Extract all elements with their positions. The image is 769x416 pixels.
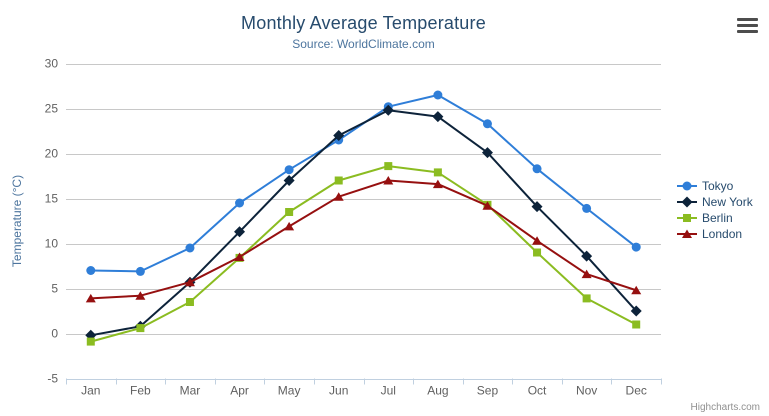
marker-new-york-apr[interactable]	[234, 226, 246, 238]
x-axis-tick-label: Mar	[180, 384, 201, 398]
series-line-london[interactable]	[89, 179, 638, 300]
marker-tokyo-jan[interactable]	[86, 266, 96, 275]
marker-london-may[interactable]	[284, 221, 295, 231]
legend-marker-shape	[681, 196, 693, 208]
marker-berlin-feb[interactable]	[136, 324, 145, 333]
marker-london-jun[interactable]	[333, 192, 344, 201]
marker-berlin-aug[interactable]	[433, 168, 442, 177]
marker-london-jul[interactable]	[383, 176, 394, 185]
legend-label: Berlin	[702, 211, 733, 225]
legend-label: New York	[702, 195, 753, 209]
marker-berlin-jun[interactable]	[334, 176, 343, 185]
marker-new-york-sep[interactable]	[481, 147, 493, 159]
marker-berlin-dec[interactable]	[632, 320, 641, 329]
x-axis-tick-label: Dec	[626, 384, 647, 398]
y-axis-tick-label: 20	[45, 147, 59, 161]
marker-berlin-nov[interactable]	[582, 294, 591, 303]
legend-marker-diamond-icon	[677, 196, 697, 208]
chart-context-menu-button[interactable]	[737, 18, 758, 33]
legend-label: London	[702, 227, 743, 241]
legend-marker-circle-icon	[677, 181, 697, 191]
marker-tokyo-dec[interactable]	[631, 242, 641, 252]
marker-london-feb[interactable]	[135, 291, 146, 300]
y-axis-tick-label: 10	[45, 237, 59, 251]
marker-tokyo-nov[interactable]	[582, 203, 592, 213]
marker-berlin-mar[interactable]	[185, 298, 194, 306]
chart-title: Monthly Average Temperature	[241, 13, 486, 33]
x-axis-tick-label: Oct	[528, 384, 547, 398]
legend-marker-shape	[682, 229, 692, 238]
marker-new-york-dec[interactable]	[630, 305, 642, 317]
legend-label: Tokyo	[702, 179, 734, 193]
y-axis-title: Temperature (°C)	[10, 175, 24, 267]
marker-london-oct[interactable]	[532, 236, 543, 245]
marker-berlin-jul[interactable]	[384, 162, 393, 171]
y-axis-tick-label: 30	[45, 57, 59, 71]
x-axis-tick-label: May	[278, 384, 301, 398]
marker-london-nov[interactable]	[581, 269, 592, 279]
y-axis-tick-label: 15	[45, 192, 59, 206]
marker-new-york-may[interactable]	[283, 175, 295, 186]
marker-new-york-jun[interactable]	[333, 130, 345, 141]
legend-marker-shape	[682, 181, 692, 191]
y-axis-tick-label: -5	[47, 372, 58, 386]
marker-berlin-may[interactable]	[285, 208, 294, 216]
legend-marker-shape	[683, 214, 691, 222]
y-axis-tick-label: 25	[45, 102, 59, 116]
x-axis-tick-label: Jun	[329, 384, 348, 398]
legend-marker-square-icon	[677, 214, 697, 222]
legend-marker-triangle-icon	[677, 229, 697, 238]
legend: Tokyo New York Berlin London	[676, 178, 753, 242]
marker-tokyo-aug[interactable]	[433, 90, 443, 100]
hamburger-menu-icon	[737, 18, 758, 33]
series-line-berlin[interactable]	[89, 165, 638, 343]
marker-new-york-jul[interactable]	[382, 104, 394, 116]
x-axis-tick-label: Sep	[477, 384, 499, 398]
marker-london-dec[interactable]	[631, 285, 642, 295]
marker-tokyo-feb[interactable]	[135, 266, 145, 276]
legend-item-tokyo[interactable]: Tokyo	[676, 178, 753, 194]
marker-new-york-nov[interactable]	[581, 250, 593, 262]
x-axis-tick-label: Jul	[381, 384, 396, 398]
marker-london-sep[interactable]	[482, 201, 493, 210]
legend-item-new-york[interactable]: New York	[676, 194, 753, 210]
marker-berlin-jan[interactable]	[86, 337, 95, 346]
marker-tokyo-may[interactable]	[284, 165, 294, 175]
marker-new-york-oct[interactable]	[531, 201, 543, 213]
x-axis-tick-label: Aug	[427, 384, 448, 398]
chart-subtitle: Source: WorldClimate.com	[292, 37, 435, 51]
marker-berlin-oct[interactable]	[533, 248, 542, 257]
marker-london-apr[interactable]	[234, 252, 245, 262]
series-line-new-york[interactable]	[89, 109, 638, 337]
marker-london-aug[interactable]	[432, 179, 443, 189]
marker-london-mar[interactable]	[184, 277, 195, 287]
marker-tokyo-mar[interactable]	[185, 243, 195, 253]
marker-new-york-aug[interactable]	[432, 111, 444, 123]
x-axis-tick-label: Jan	[81, 384, 100, 398]
credits-link[interactable]: Highcharts.com	[690, 402, 760, 413]
legend-item-london[interactable]: London	[676, 226, 753, 242]
x-axis-tick-label: Feb	[130, 384, 151, 398]
marker-london-jan[interactable]	[85, 293, 96, 303]
marker-tokyo-apr[interactable]	[235, 198, 245, 208]
y-axis-tick-label: 5	[51, 282, 58, 296]
marker-tokyo-oct[interactable]	[532, 164, 542, 174]
legend-item-berlin[interactable]: Berlin	[676, 210, 753, 226]
x-axis-tick-label: Apr	[230, 384, 249, 398]
y-axis-tick-label: 0	[51, 327, 58, 341]
x-axis-tick-label: Nov	[576, 384, 597, 398]
marker-tokyo-sep[interactable]	[482, 119, 492, 129]
